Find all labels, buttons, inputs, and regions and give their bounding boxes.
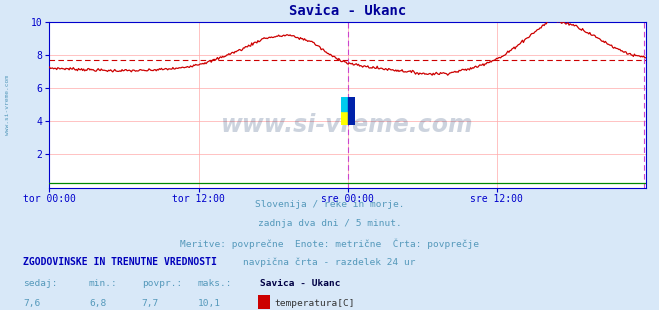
Polygon shape xyxy=(341,111,348,125)
Text: www.si-vreme.com: www.si-vreme.com xyxy=(5,75,11,135)
Text: temperatura[C]: temperatura[C] xyxy=(275,299,355,308)
Text: Meritve: povprečne  Enote: metrične  Črta: povprečje: Meritve: povprečne Enote: metrične Črta:… xyxy=(180,238,479,249)
Text: min.:: min.: xyxy=(89,279,118,288)
Text: sedaj:: sedaj: xyxy=(23,279,57,288)
Text: www.si-vreme.com: www.si-vreme.com xyxy=(221,113,474,136)
Polygon shape xyxy=(348,97,355,125)
Text: 7,6: 7,6 xyxy=(23,299,40,308)
Text: Savica - Ukanc: Savica - Ukanc xyxy=(260,279,341,288)
Text: povpr.:: povpr.: xyxy=(142,279,182,288)
Text: 10,1: 10,1 xyxy=(198,299,221,308)
Polygon shape xyxy=(341,97,348,111)
Text: Slovenija / reke in morje.: Slovenija / reke in morje. xyxy=(255,200,404,209)
Text: zadnja dva dni / 5 minut.: zadnja dva dni / 5 minut. xyxy=(258,219,401,228)
Title: Savica - Ukanc: Savica - Ukanc xyxy=(289,4,406,18)
Text: 7,7: 7,7 xyxy=(142,299,159,308)
Text: maks.:: maks.: xyxy=(198,279,232,288)
Text: navpična črta - razdelek 24 ur: navpična črta - razdelek 24 ur xyxy=(243,258,416,267)
Text: ZGODOVINSKE IN TRENUTNE VREDNOSTI: ZGODOVINSKE IN TRENUTNE VREDNOSTI xyxy=(23,257,217,267)
Text: 6,8: 6,8 xyxy=(89,299,106,308)
